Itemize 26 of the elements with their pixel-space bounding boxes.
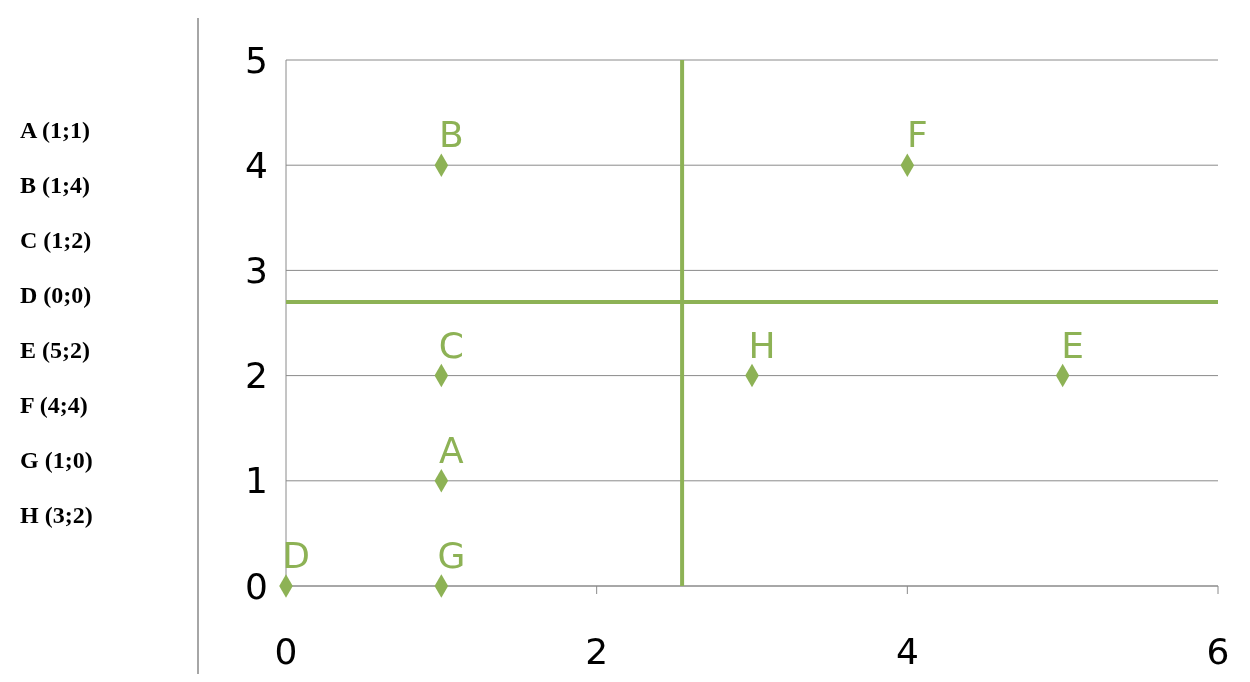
x-tick-label: 0 [274,631,298,672]
text: E (5;2) [20,337,90,363]
text: B (1;4) [20,172,90,198]
annotation: B [438,114,464,156]
y-tick-label: 4 [245,144,268,186]
annotation: D [282,535,310,576]
x-tick-label: 4 [895,631,919,672]
annotation: F [906,114,928,156]
text: G (1;0) [20,447,93,473]
text: C (1;2) [20,227,92,253]
x-tick-label: 6 [1206,631,1230,672]
text: A (1;1) [20,117,90,143]
text: H (3;2) [20,502,93,528]
y-tick-label: 0 [245,565,268,607]
annotation: E [1061,324,1085,366]
annotation: G [437,535,466,576]
y-tick-label: 5 [245,39,268,81]
annotation: C [438,324,464,366]
y-tick-label: 2 [245,355,268,397]
y-tick-label: 1 [245,460,268,502]
annotation: A [439,429,465,471]
annotation: H [748,324,776,366]
text: F (4;4) [20,392,88,418]
y-tick-label: 3 [245,250,268,291]
text: D (0;0) [20,282,92,308]
x-tick-label: 2 [585,631,609,672]
